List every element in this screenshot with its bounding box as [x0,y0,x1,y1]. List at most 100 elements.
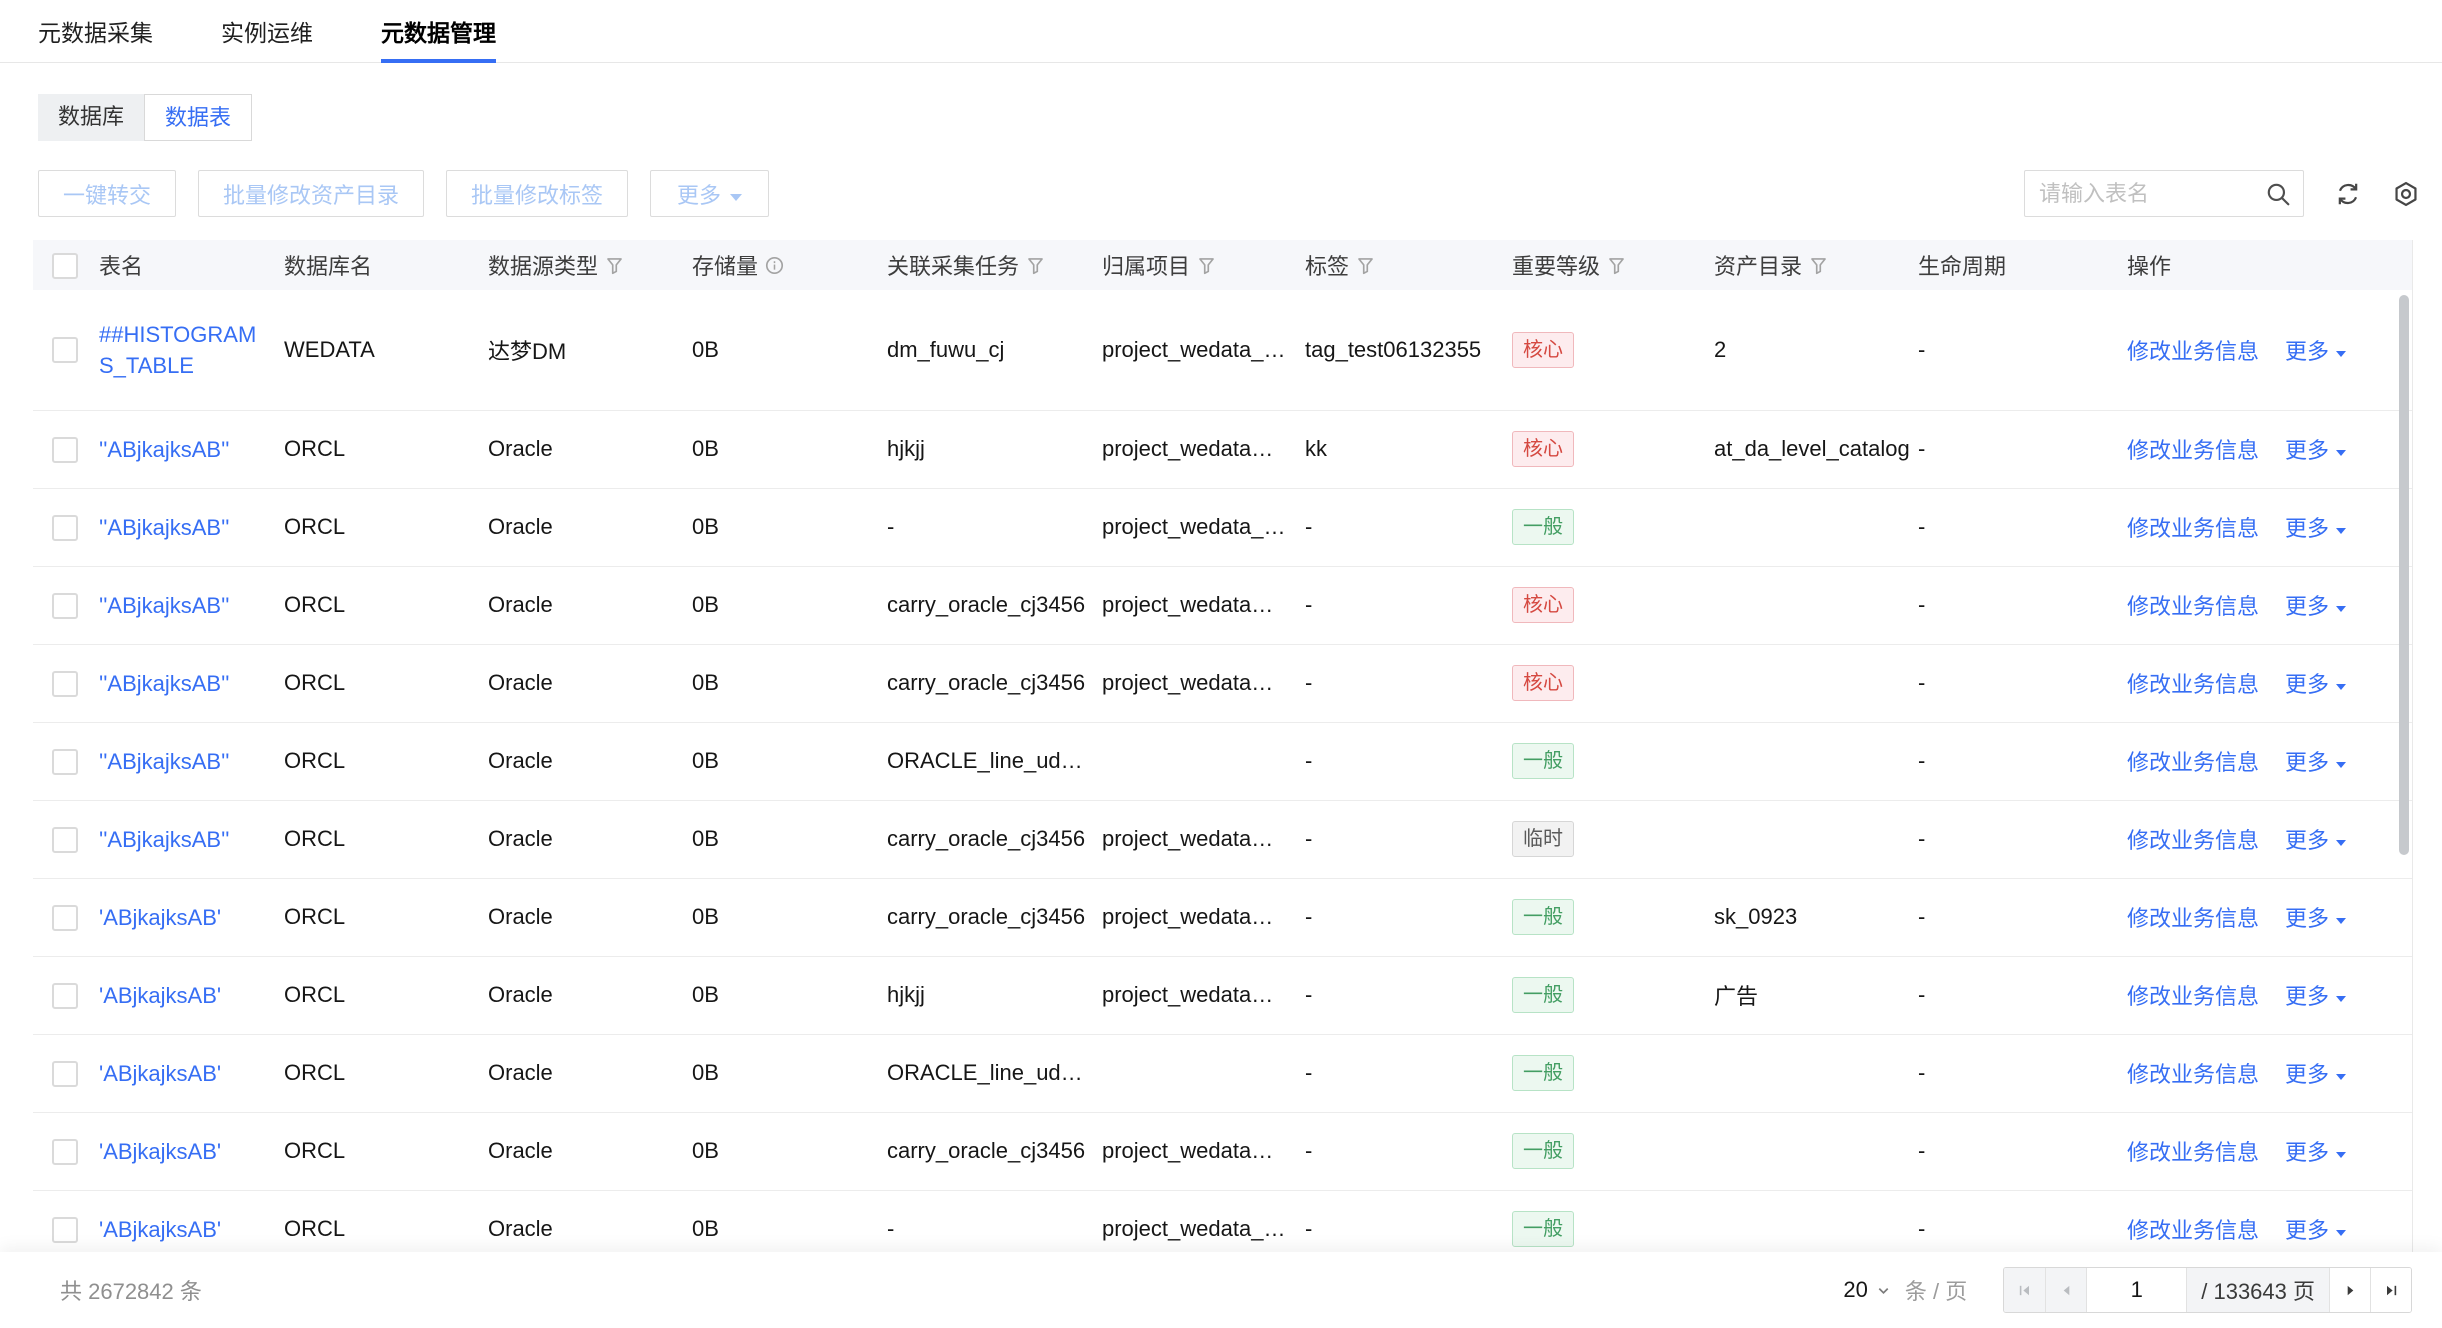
column-header-label: 数据库名 [284,254,373,279]
importance-cell: 一般 [1512,1034,1714,1113]
edit-business-info-link[interactable]: 修改业务信息 [2127,984,2260,1009]
table-name-link[interactable]: ##HISTOGRAMS_TABLE [99,321,257,378]
select-all-checkbox[interactable] [52,252,78,279]
column-header-project: 归属项目 [1102,240,1305,290]
table-name-link[interactable]: 'ABjkajksAB' [99,904,222,930]
row-checkbox[interactable] [52,904,78,931]
row-checkbox[interactable] [52,670,78,697]
datasource-type-cell: Oracle [488,1034,692,1113]
table-name-link[interactable]: ''ABjkajksAB'' [99,514,230,540]
table-name-cell: 'ABjkajksAB' [99,878,284,957]
row-checkbox[interactable] [52,337,78,364]
first-page-button[interactable] [2004,1268,2046,1312]
vertical-scrollbar-thumb[interactable] [2399,295,2409,855]
last-page-button[interactable] [2370,1268,2411,1312]
page-size-select[interactable]: 20 [1843,1277,1890,1303]
row-more-link[interactable]: 更多 [2285,906,2347,931]
importance-badge: 一般 [1512,509,1574,545]
row-checkbox[interactable] [52,1216,78,1243]
table-name-link[interactable]: ''ABjkajksAB'' [99,592,230,618]
edit-business-info-link[interactable]: 修改业务信息 [2127,516,2260,541]
row-more-link[interactable]: 更多 [2285,750,2347,775]
filter-icon[interactable] [1197,256,1216,275]
refresh-icon[interactable] [2334,180,2362,208]
importance-cell: 核心 [1512,566,1714,645]
storage-cell: 0B [692,566,887,645]
row-checkbox[interactable] [52,1138,78,1165]
filter-icon[interactable] [1356,256,1375,275]
row-more-link[interactable]: 更多 [2285,1218,2347,1243]
filter-icon[interactable] [1607,256,1626,275]
table-name-link[interactable]: 'ABjkajksAB' [99,1060,222,1086]
edit-business-info-link[interactable]: 修改业务信息 [2127,750,2260,775]
table-name-link[interactable]: ''ABjkajksAB'' [99,748,230,774]
more-button[interactable]: 更多 [650,170,770,217]
edit-business-info-link[interactable]: 修改业务信息 [2127,672,2260,697]
table-name-link[interactable]: ''ABjkajksAB'' [99,436,230,462]
project-cell: project_wedata_… [1102,290,1305,411]
batch-edit-catalog-button[interactable]: 批量修改资产目录 [198,170,425,217]
row-checkbox[interactable] [52,982,78,1009]
collection-task-cell: hjkjj [887,956,1102,1035]
tag-cell: - [1305,1034,1512,1113]
row-more-link[interactable]: 更多 [2285,339,2347,364]
edit-business-info-link[interactable]: 修改业务信息 [2127,828,2260,853]
prev-page-button[interactable] [2045,1268,2087,1312]
batch-edit-tag-button[interactable]: 批量修改标签 [446,170,629,217]
row-checkbox[interactable] [52,826,78,853]
row-more-link[interactable]: 更多 [2285,984,2347,1009]
row-more-link[interactable]: 更多 [2285,828,2347,853]
table-body: ##HISTOGRAMS_TABLE WEDATA 达梦DM 0B dm_fuwu_cj… [33,290,2413,1252]
row-more-link[interactable]: 更多 [2285,594,2347,619]
tab-metadata-collection[interactable]: 元数据采集 [38,20,153,46]
column-header-table-name: 表名 [99,240,284,290]
filter-icon[interactable] [1026,256,1045,275]
edit-business-info-link[interactable]: 修改业务信息 [2127,1218,2260,1243]
filter-icon[interactable] [1809,256,1828,275]
row-more-link[interactable]: 更多 [2285,438,2347,463]
search-icon[interactable] [2265,181,2291,212]
row-checkbox[interactable] [52,436,78,463]
operations-cell: 修改业务信息 更多 [2127,722,2413,801]
edit-business-info-link[interactable]: 修改业务信息 [2127,1140,2260,1165]
row-checkbox[interactable] [52,592,78,619]
table-name-cell: ''ABjkajksAB'' [99,800,284,879]
row-checkbox[interactable] [52,748,78,775]
page-number-input[interactable] [2086,1268,2187,1312]
row-checkbox[interactable] [52,514,78,541]
search-input[interactable] [2025,171,2303,216]
edit-business-info-link[interactable]: 修改业务信息 [2127,438,2260,463]
project-cell: project_wedata… [1102,410,1305,489]
row-more-link[interactable]: 更多 [2285,1140,2347,1165]
settings-gear-icon[interactable] [2392,180,2420,208]
one-click-transfer-button[interactable]: 一键转交 [38,170,177,217]
row-checkbox-cell [33,722,99,801]
asset-catalog-cell [1714,1112,1918,1191]
next-page-button[interactable] [2329,1268,2370,1312]
edit-business-info-link[interactable]: 修改业务信息 [2127,338,2260,364]
row-checkbox-cell [33,290,99,411]
lifecycle-cell: - [1918,956,2127,1035]
edit-business-info-link[interactable]: 修改业务信息 [2127,1062,2260,1087]
edit-business-info-link[interactable]: 修改业务信息 [2127,594,2260,619]
table-name-link[interactable]: 'ABjkajksAB' [99,1216,222,1242]
tab-metadata-management[interactable]: 元数据管理 [381,0,496,63]
row-more-link[interactable]: 更多 [2285,1062,2347,1087]
row-more-label: 更多 [2285,516,2330,541]
row-more-link[interactable]: 更多 [2285,672,2347,697]
edit-business-info-link[interactable]: 修改业务信息 [2127,906,2260,931]
view-switch-datatable[interactable]: 数据表 [144,94,253,141]
database-name-cell: ORCL [284,566,488,645]
table-name-link[interactable]: 'ABjkajksAB' [99,982,222,1008]
lifecycle-cell: - [1918,878,2127,957]
storage-cell: 0B [692,722,887,801]
row-checkbox[interactable] [52,1060,78,1087]
tab-instance-operations[interactable]: 实例运维 [221,20,313,46]
table-name-link[interactable]: ''ABjkajksAB'' [99,826,230,852]
view-switch-database[interactable]: 数据库 [58,104,125,129]
filter-icon[interactable] [605,256,624,275]
table-name-link[interactable]: ''ABjkajksAB'' [99,670,230,696]
row-more-link[interactable]: 更多 [2285,516,2347,541]
info-icon[interactable] [765,256,784,275]
table-name-link[interactable]: 'ABjkajksAB' [99,1138,222,1164]
